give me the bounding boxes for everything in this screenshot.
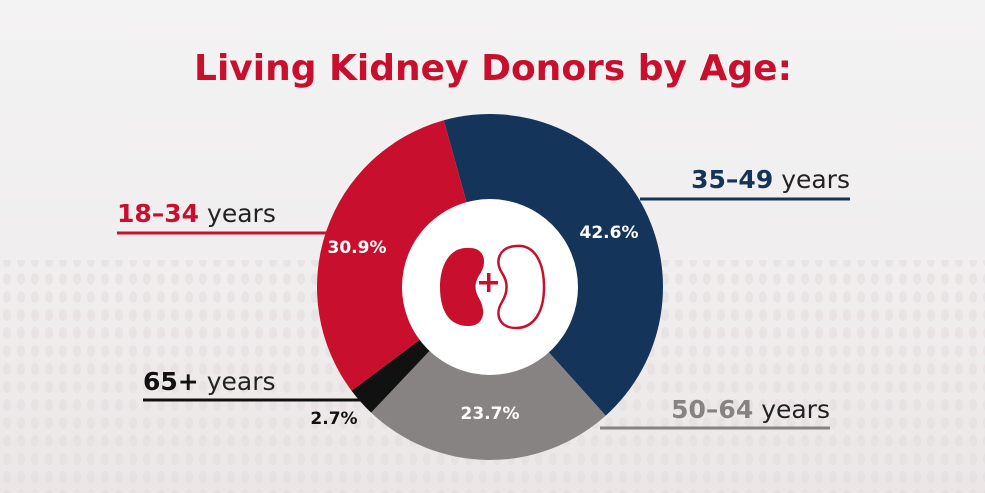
data-label-18-34: 30.9% (328, 238, 387, 258)
data-label-65plus: 2.7% (310, 409, 357, 429)
legend-35-49: 35–49 years (691, 165, 850, 194)
legend-18-34: 18–34 years (117, 199, 276, 228)
leader-lines (117, 197, 850, 430)
chart-title: Living Kidney Donors by Age: (194, 48, 792, 89)
legend-65plus: 65+ years (143, 367, 276, 396)
data-label-50-64: 23.7% (461, 404, 520, 424)
data-label-35-49: 42.6% (580, 223, 639, 243)
slice-18-34 (317, 120, 490, 391)
legend-50-64: 50–64 years (671, 395, 830, 424)
kidney-plus-icon (440, 244, 546, 330)
